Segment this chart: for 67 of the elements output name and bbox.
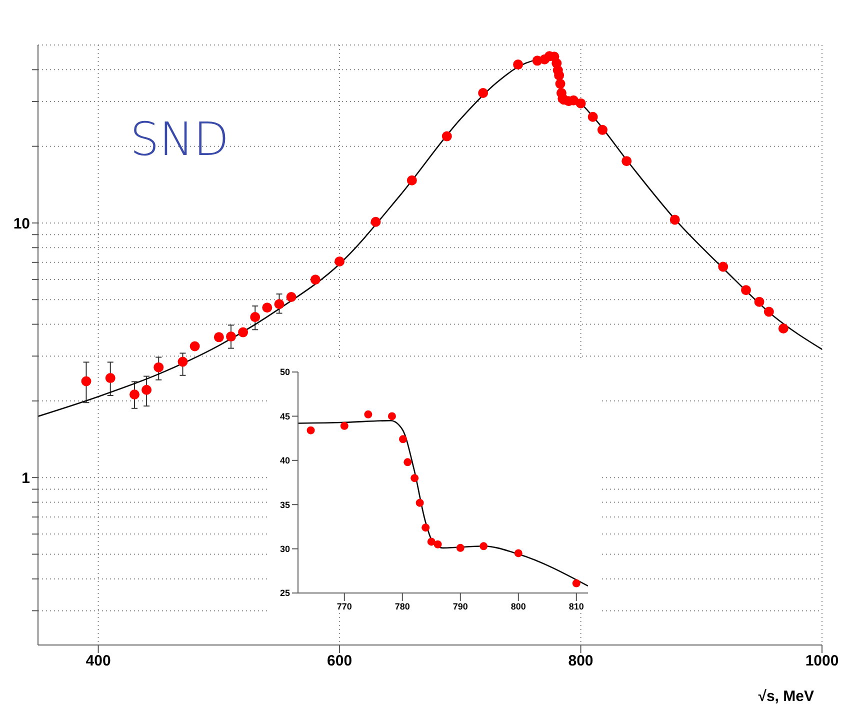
annotation: SND <box>130 112 230 166</box>
point <box>226 332 236 342</box>
point <box>588 112 598 122</box>
point <box>238 327 248 338</box>
point <box>262 302 272 313</box>
x-tick-label: 780 <box>394 601 410 612</box>
point <box>764 306 774 317</box>
point <box>286 292 296 302</box>
point <box>718 262 728 272</box>
x-tick-label: 800 <box>568 652 594 670</box>
point <box>142 384 152 395</box>
point <box>480 542 488 550</box>
point <box>404 458 412 466</box>
point <box>388 412 396 420</box>
point <box>576 98 586 108</box>
point <box>406 175 417 186</box>
point <box>310 274 320 285</box>
point <box>154 362 164 372</box>
point <box>306 426 315 434</box>
x-tick-label: 800 <box>510 601 526 612</box>
x-tick-label: 790 <box>452 601 468 612</box>
point <box>478 88 488 98</box>
y-tick-label: 45 <box>280 411 290 422</box>
y-tick-label: 25 <box>280 588 290 598</box>
x-tick-label: 600 <box>327 652 352 670</box>
point <box>416 498 424 507</box>
point <box>274 299 284 310</box>
y-tick-label: 40 <box>280 456 290 466</box>
point <box>554 70 564 80</box>
y-tick-label: 1 <box>22 470 30 487</box>
x-tick-label: 810 <box>568 601 584 612</box>
point <box>670 214 680 225</box>
x-tick-label: 1000 <box>805 652 839 670</box>
point <box>778 324 788 334</box>
point <box>442 131 452 142</box>
point <box>422 524 430 532</box>
point <box>597 124 608 135</box>
x-tick-label: 400 <box>86 652 111 670</box>
point <box>427 538 436 546</box>
y-tick-label: 50 <box>280 367 290 378</box>
point <box>364 410 372 418</box>
y-tick-label: 10 <box>13 215 30 232</box>
point <box>622 156 632 166</box>
point <box>334 256 345 266</box>
point <box>178 356 188 367</box>
point <box>434 540 442 548</box>
point <box>741 285 752 296</box>
y-tick-label: 35 <box>280 500 290 510</box>
point <box>250 312 260 322</box>
point <box>214 332 224 342</box>
point <box>555 78 566 89</box>
point <box>340 422 348 430</box>
y-tick-label: 30 <box>280 544 290 554</box>
point <box>572 579 580 588</box>
point <box>514 549 522 558</box>
point <box>513 60 524 70</box>
point <box>105 373 116 384</box>
x-axis-title: √s, MeV <box>758 688 814 705</box>
point <box>370 216 381 227</box>
point <box>190 341 200 352</box>
point <box>81 376 92 386</box>
x-tick-label: 770 <box>336 601 352 612</box>
point <box>129 389 140 400</box>
point <box>398 435 407 444</box>
point <box>754 296 764 307</box>
point <box>456 544 464 552</box>
point <box>410 474 419 482</box>
